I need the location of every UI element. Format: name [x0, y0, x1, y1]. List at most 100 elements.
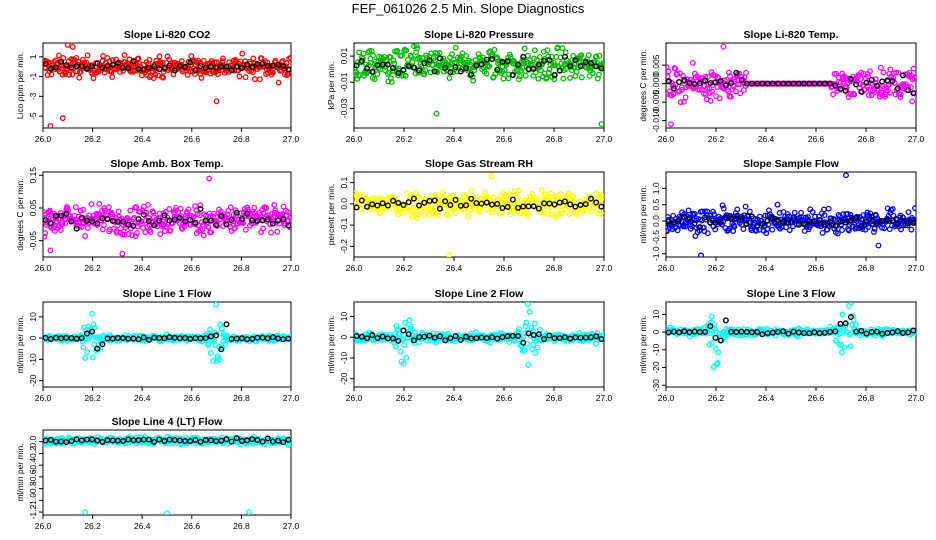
data-point — [704, 230, 711, 237]
data-point-slow — [68, 64, 75, 71]
data-point-slow — [676, 329, 683, 336]
data-point — [263, 205, 270, 212]
y-tick-label: 0.05 — [28, 199, 38, 216]
data-point-slow — [187, 438, 194, 445]
data-point-slow — [676, 79, 683, 86]
data-point — [232, 225, 238, 232]
data-point-slow — [535, 61, 542, 68]
data-point-slow — [499, 59, 506, 66]
data-point — [64, 204, 71, 210]
chart-panel-p7: Slope Line 1 Flow 26.0 26.2 26.4 26.6 26.8 27.… — [15, 288, 300, 403]
x-tick-label: 26.2 — [84, 521, 101, 531]
x-tick-label: 26.4 — [758, 263, 775, 273]
data-point — [514, 68, 521, 75]
data-point-slow — [68, 218, 75, 225]
data-point-slow — [686, 214, 693, 221]
data-point-slow — [884, 216, 891, 223]
data-point — [242, 74, 249, 81]
data-point-slow — [827, 80, 834, 87]
data-point — [89, 310, 95, 317]
data-point-slow — [717, 218, 724, 225]
data-point — [459, 50, 466, 57]
x-tick-label: 26.6 — [184, 393, 201, 403]
data-point-slow — [187, 216, 194, 223]
data-point-slow — [228, 216, 235, 223]
data-point — [860, 212, 867, 219]
data-point — [865, 224, 872, 230]
data-point — [838, 341, 844, 348]
data-point-slow — [853, 81, 860, 88]
data-point — [132, 233, 139, 240]
data-point-slow — [696, 80, 703, 87]
data-point — [672, 65, 679, 72]
data-point — [716, 95, 723, 102]
data-point — [531, 55, 538, 62]
data-point — [220, 55, 226, 62]
x-tick-label: 26.2 — [708, 263, 725, 273]
data-point — [839, 227, 845, 234]
data-point-slow — [63, 210, 70, 217]
data-point — [100, 212, 107, 219]
data-point-slow — [43, 217, 49, 224]
data-point-slow — [249, 335, 256, 342]
data-point-outlier — [446, 251, 452, 257]
data-point-slow — [395, 337, 402, 344]
data-point-slow — [364, 203, 371, 210]
data-point — [532, 349, 539, 356]
x-tick-label: 26.6 — [184, 521, 201, 531]
plot-frame — [42, 42, 292, 129]
data-point — [272, 207, 279, 214]
data-point-slow — [520, 53, 527, 60]
data-point — [429, 62, 436, 69]
data-point-slow — [364, 65, 371, 72]
data-point-slow — [259, 217, 266, 224]
data-point — [830, 91, 837, 98]
data-point — [251, 204, 258, 211]
data-point-slow — [223, 436, 230, 443]
data-point — [746, 208, 753, 215]
data-point — [147, 228, 154, 235]
x-tick-label: 27.0 — [908, 134, 925, 144]
data-point-slow — [702, 214, 709, 221]
data-point-slow — [197, 438, 204, 445]
data-point — [463, 52, 470, 59]
x-tick-label: 26.6 — [496, 263, 513, 273]
data-point-slow — [556, 335, 563, 342]
data-point — [882, 93, 889, 100]
data-point — [157, 231, 164, 238]
data-point-slow — [390, 197, 397, 204]
data-point-slow — [145, 218, 152, 225]
data-point-slow — [525, 203, 532, 210]
data-point — [200, 57, 207, 64]
data-point — [287, 54, 291, 61]
data-point-slow — [94, 60, 101, 67]
data-point — [856, 81, 863, 87]
data-point — [224, 211, 231, 218]
data-point — [600, 60, 604, 67]
data-point-slow — [556, 199, 563, 206]
data-point-slow — [166, 217, 173, 224]
data-point-slow — [863, 330, 870, 337]
data-point — [84, 349, 91, 356]
data-point — [518, 67, 525, 74]
y-tick-label: -0.010 — [651, 108, 661, 132]
data-point-slow — [410, 337, 417, 344]
data-point — [452, 210, 459, 217]
data-point — [912, 74, 916, 81]
data-point-slow — [717, 337, 724, 344]
data-point — [839, 349, 845, 356]
x-tick-label: 27.0 — [283, 521, 300, 531]
x-tick-label: 26.4 — [446, 263, 463, 273]
data-point-slow — [858, 327, 865, 334]
data-point-outlier — [59, 115, 66, 122]
data-points — [666, 43, 916, 128]
data-point-slow — [249, 64, 256, 71]
data-point-slow — [499, 334, 506, 341]
data-point-slow — [546, 332, 553, 339]
data-point-slow — [213, 332, 220, 339]
y-tick-label: -0.01 — [339, 72, 349, 92]
data-point — [66, 71, 73, 78]
data-point-slow — [816, 217, 823, 224]
data-point — [406, 317, 413, 324]
x-tick-label: 26.8 — [233, 521, 250, 531]
